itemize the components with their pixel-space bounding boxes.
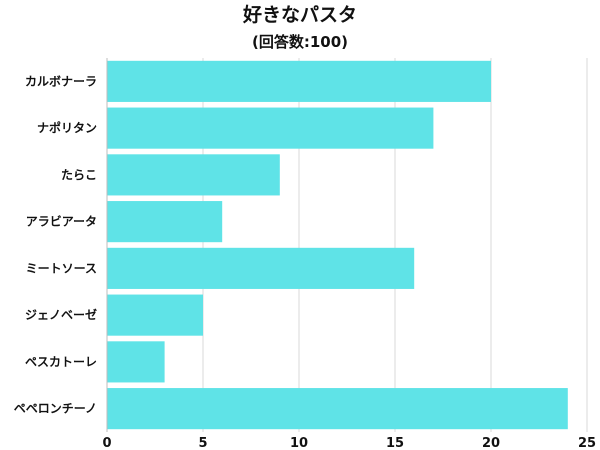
category-label: ミートソース (26, 261, 97, 275)
category-label: ジェノベーゼ (25, 307, 97, 322)
bar (107, 154, 280, 196)
category-label: ペペロンチーノ (14, 402, 97, 416)
chart-title: 好きなパスタ (242, 4, 357, 26)
category-label: たらこ (61, 168, 97, 182)
tick-labels: 0 5 10 15 20 25 (102, 436, 596, 450)
bars (107, 60, 568, 430)
bar (107, 201, 223, 243)
category-label: カルボナーラ (25, 73, 97, 88)
x-tick-label: 20 (482, 436, 500, 450)
x-tick-label: 25 (578, 436, 596, 450)
category-labels: カルボナーラナポリタンたらこアラビアータミートソースジェノベーゼペスカトーレペペ… (14, 73, 97, 415)
bar (107, 107, 434, 149)
x-tick-label: 15 (386, 436, 404, 450)
bar (107, 247, 415, 289)
chart-subtitle: (回答数:100) (251, 33, 349, 51)
bar (107, 60, 491, 102)
bar (107, 341, 165, 383)
category-label: アラビアータ (26, 214, 97, 229)
bar (107, 294, 203, 336)
x-tick-label: 5 (198, 436, 207, 450)
x-tick-label: 0 (102, 436, 111, 450)
category-label: ペスカトーレ (25, 355, 97, 369)
bar (107, 388, 568, 430)
x-tick-label: 10 (290, 436, 308, 450)
category-label: ナポリタン (37, 120, 97, 135)
